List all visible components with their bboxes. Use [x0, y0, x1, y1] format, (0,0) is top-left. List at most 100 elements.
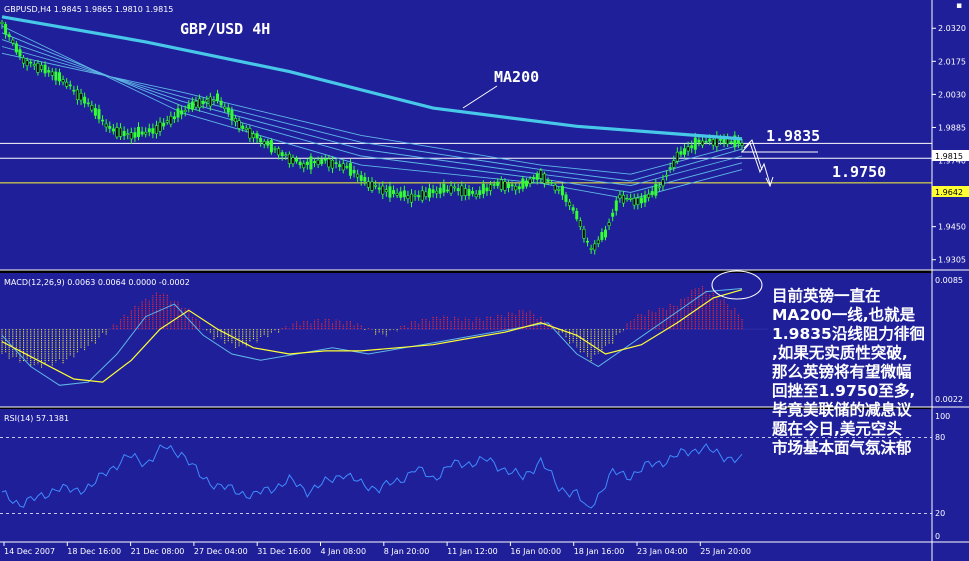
candle-body: [14, 43, 18, 53]
candle-body: [133, 132, 137, 138]
candle-body: [79, 92, 83, 101]
candle-body: [305, 161, 309, 165]
candle-body: [524, 180, 528, 187]
current-price-box: [932, 150, 969, 161]
candle-body: [111, 128, 115, 132]
candle-body: [550, 182, 554, 184]
candle-body: [280, 152, 284, 157]
candle-body: [115, 127, 119, 138]
candle-body: [578, 220, 582, 227]
candle-body: [420, 190, 424, 201]
candle-body: [298, 161, 302, 166]
candle-body: [478, 190, 482, 196]
candle-body: [643, 195, 647, 203]
candle-body: [147, 128, 151, 133]
candle-body: [40, 64, 44, 70]
candle-body: [463, 188, 467, 196]
date-tick-label: 21 Dec 08:00: [131, 547, 185, 556]
candle-body: [327, 158, 331, 168]
candle-body: [589, 248, 593, 250]
rsi-line: [1, 443, 743, 509]
candle-body: [237, 120, 241, 129]
candle-body: [683, 148, 687, 155]
candle-body: [621, 194, 625, 204]
candle-body: [675, 151, 679, 162]
line-price-text: 1.9642: [935, 188, 963, 197]
candle-body: [668, 167, 672, 169]
candle-body: [711, 139, 715, 146]
candle-body: [424, 191, 428, 197]
candle-body: [316, 159, 320, 165]
candle-body: [690, 145, 694, 149]
candle-body: [341, 163, 345, 171]
candle-body: [647, 193, 651, 198]
ma-ribbon-line: [1, 32, 743, 193]
candle-body: [650, 191, 654, 195]
candle-body: [431, 189, 435, 194]
candle-body: [708, 138, 712, 142]
candle-body: [366, 181, 370, 188]
candle-body: [528, 178, 532, 184]
candle-body: [399, 191, 403, 198]
candle-body: [29, 61, 33, 64]
candle-body: [0, 21, 4, 24]
price-tick-label: 2.0175: [938, 57, 966, 66]
candle-body: [273, 148, 277, 150]
candle-body: [427, 188, 431, 198]
candle-body: [611, 212, 615, 217]
candle-body: [553, 184, 557, 191]
candle-body: [499, 179, 503, 190]
candle-body: [507, 183, 511, 188]
candle-body: [356, 173, 360, 178]
candle-body: [722, 138, 726, 144]
candle-body: [338, 164, 342, 167]
date-tick-label: 23 Jan 04:00: [637, 547, 688, 556]
date-tick-label: 4 Jan 08:00: [321, 547, 367, 556]
date-tick-label: 27 Dec 04:00: [194, 547, 248, 556]
ma-ribbon-line: [1, 46, 743, 182]
candle-body: [244, 127, 248, 130]
candle-body: [654, 184, 658, 196]
candle-body: [557, 189, 561, 191]
ma-ribbon-line: [1, 52, 743, 175]
commentary-line-2: MA200一线,也就是: [772, 305, 916, 324]
candle-body: [151, 128, 155, 134]
candle-body: [740, 143, 744, 146]
candle-body: [75, 89, 79, 100]
candle-body: [514, 185, 518, 191]
candle-body: [510, 184, 514, 187]
candle-body: [233, 118, 237, 122]
macd-panel: [0, 273, 768, 407]
candle-body: [262, 141, 266, 145]
candle-body: [144, 131, 148, 135]
price-tick-label: 1.9305: [938, 256, 966, 265]
candle-body: [600, 232, 604, 240]
candle-body: [700, 140, 704, 146]
candle-body: [492, 184, 496, 186]
candle-body: [467, 189, 471, 196]
ma200-line: [1, 15, 743, 141]
candle-body: [65, 81, 69, 87]
candle-body: [560, 185, 564, 196]
candle-body: [417, 195, 421, 198]
candle-body: [284, 154, 288, 156]
price-tick-label: 1.9740: [938, 157, 966, 166]
candle-body: [190, 101, 194, 110]
candle-body: [546, 179, 550, 182]
candle-body: [402, 190, 406, 198]
candle-body: [718, 139, 722, 141]
candle-body: [603, 229, 607, 238]
candle-body: [377, 187, 381, 190]
candle-body: [212, 99, 216, 102]
close-icon[interactable]: ▪: [956, 1, 962, 11]
candle-body: [208, 96, 212, 107]
candle-body: [729, 141, 733, 143]
candle-body: [539, 170, 543, 179]
ma200-pointer: [462, 85, 498, 109]
current-price-text: 1.9815: [935, 152, 963, 161]
candle-body: [586, 240, 590, 243]
candle-body: [54, 71, 58, 81]
date-tick-label: 14 Dec 2007: [4, 547, 55, 556]
candle-body: [295, 158, 299, 162]
